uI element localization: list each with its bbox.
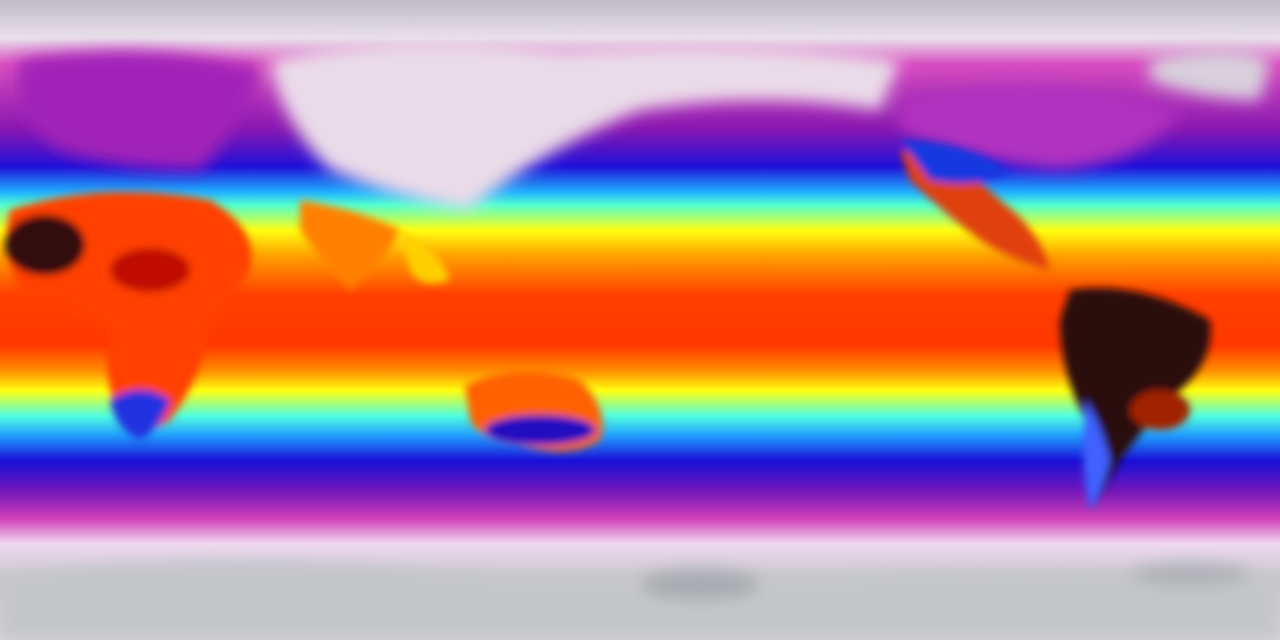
africa	[5, 192, 252, 440]
northern-landmass	[18, 42, 1270, 210]
north-america	[900, 140, 1050, 270]
south-america	[1060, 288, 1211, 510]
antarctica	[0, 562, 1280, 640]
india-asia	[300, 200, 450, 290]
australia	[465, 371, 603, 452]
